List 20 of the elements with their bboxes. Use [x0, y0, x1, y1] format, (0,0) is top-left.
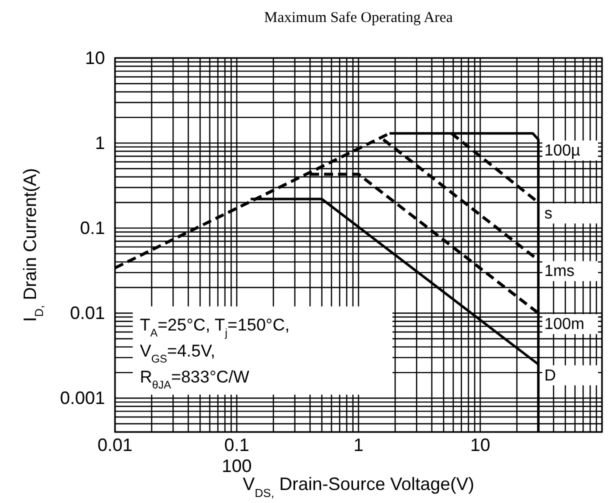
series-label: 100µ: [544, 142, 580, 160]
x-tick-label: 1: [353, 435, 364, 455]
y-tick-label: 1: [94, 133, 105, 154]
annotation: R$_{θJA}$=833°C/W: [140, 367, 250, 392]
y-tick-label: 0.1: [80, 218, 105, 238]
text: 100: [222, 456, 252, 476]
annotation: T$_{A}$=25°C, T$_{j}$=150°C,: [140, 315, 290, 340]
chart-title: Maximum Safe Operating Area: [264, 10, 454, 26]
x-axis-title: V$_{DS,}$ Drain-Source Voltage(V): [242, 474, 474, 500]
annotation: V$_{GS}$=4.5V,: [140, 341, 216, 366]
y-tick-label: 0.01: [70, 303, 105, 324]
series-label: 1ms: [544, 263, 575, 280]
series-label: s: [544, 205, 552, 222]
x-tick-label: 0.01: [97, 435, 133, 455]
y-tick-label: 10: [84, 48, 105, 68]
y-tick-label: 0.001: [60, 388, 105, 408]
x-tick-label: 0.1: [224, 435, 250, 455]
x-tick-label: 10: [470, 435, 490, 455]
series-label: 100m: [544, 316, 584, 334]
series-label: D: [544, 367, 556, 384]
